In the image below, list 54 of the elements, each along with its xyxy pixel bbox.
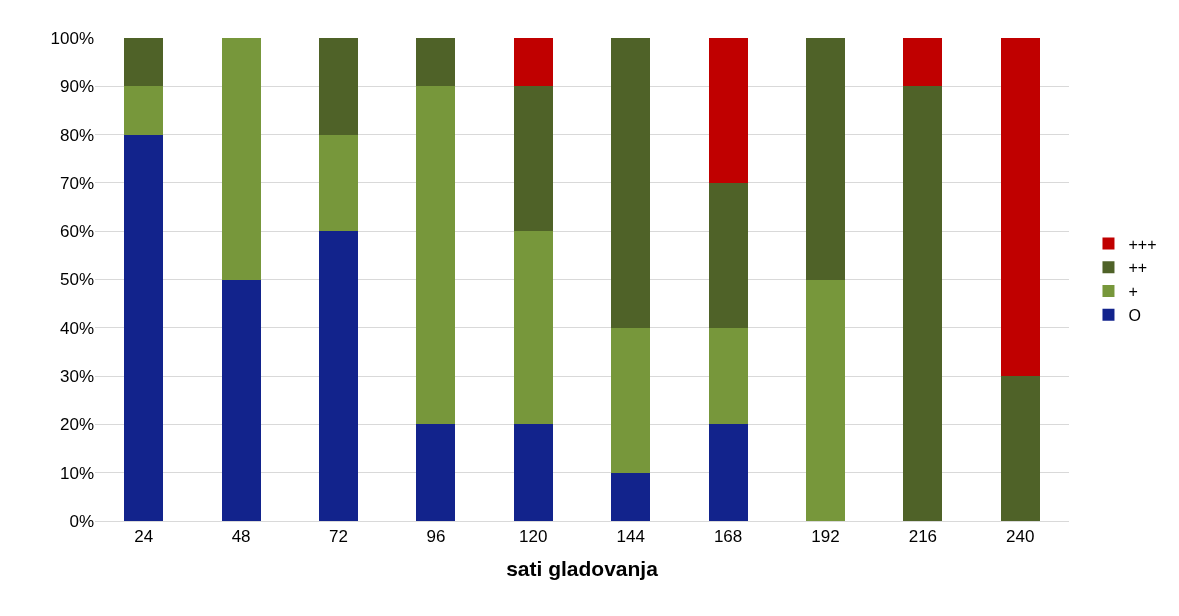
y-tick-label: 20% (59, 415, 94, 435)
x-tick-label: 240 (1006, 527, 1035, 547)
bar (513, 424, 553, 521)
legend-label: +++ (1128, 235, 1157, 253)
x-tick-label: 120 (519, 527, 548, 547)
x-tick-label: 216 (908, 527, 938, 547)
y-tick-label: 50% (59, 270, 94, 290)
bar (708, 182, 748, 328)
x-tick-label: 144 (616, 527, 645, 547)
bar (221, 38, 261, 280)
y-tick-label: 60% (59, 222, 94, 242)
legend-label: ++ (1128, 259, 1148, 277)
bar (416, 424, 456, 521)
bar (708, 38, 748, 183)
x-tick-label: 24 (134, 527, 154, 547)
y-tick-label: 100% (50, 28, 94, 48)
bar (319, 38, 358, 135)
bar (806, 38, 845, 280)
bar (319, 134, 358, 232)
y-tick-label: 0% (69, 511, 94, 531)
bar (1000, 38, 1040, 377)
bar (124, 38, 164, 87)
y-tick-label: 30% (59, 367, 94, 387)
bar (221, 279, 261, 521)
bar (319, 231, 358, 521)
y-tick-label: 40% (59, 318, 94, 338)
x-tick-label: 48 (231, 527, 251, 547)
x-axis-title: sati gladovanja (506, 556, 659, 580)
y-tick-label: 10% (59, 463, 94, 483)
x-tick-label: 192 (811, 527, 840, 547)
bar (416, 38, 456, 87)
y-tick-label: 80% (59, 125, 94, 145)
bar (708, 327, 748, 425)
bar (124, 86, 164, 135)
legend-label: + (1128, 283, 1138, 301)
bar (513, 86, 553, 232)
bar (806, 279, 845, 521)
bar (513, 38, 553, 87)
x-tick-label: 96 (426, 527, 446, 547)
bar (1000, 376, 1040, 521)
x-tick-label: 72 (329, 527, 348, 547)
bar (611, 38, 651, 328)
bar (903, 86, 943, 521)
bar (611, 327, 651, 473)
y-tick-label: 90% (59, 77, 94, 97)
bar (513, 231, 553, 425)
bar (124, 134, 164, 521)
x-tick-label: 168 (713, 527, 743, 547)
bar (903, 38, 943, 87)
legend-label: O (1128, 307, 1141, 325)
bar (708, 424, 748, 521)
bar (416, 86, 456, 425)
bar (611, 472, 651, 521)
y-tick-label: 70% (59, 173, 94, 193)
